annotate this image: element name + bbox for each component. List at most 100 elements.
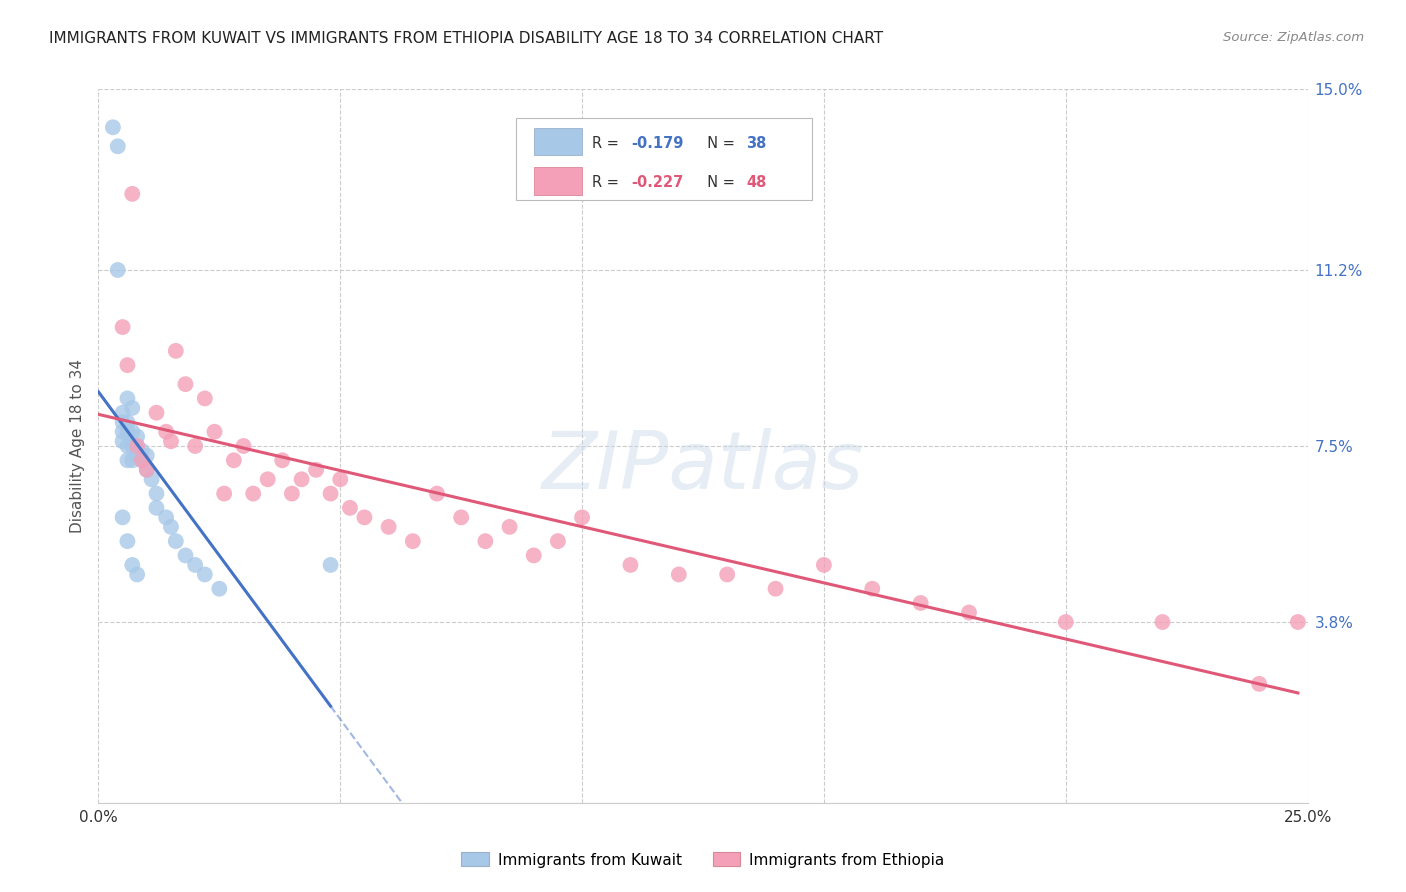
Text: 48: 48 [747, 175, 766, 190]
FancyBboxPatch shape [516, 118, 811, 200]
Text: R =: R = [592, 136, 623, 151]
Point [111, 415, 134, 429]
Point [212, 486, 235, 500]
Point [208, 582, 231, 596]
Point [117, 534, 139, 549]
Text: 38: 38 [747, 136, 766, 151]
Point [127, 439, 149, 453]
Point [117, 392, 139, 406]
Point [131, 453, 153, 467]
Point [131, 443, 153, 458]
Point [135, 449, 157, 463]
Point [619, 558, 641, 572]
Point [281, 486, 304, 500]
FancyBboxPatch shape [534, 128, 582, 155]
Text: ZIPatlas: ZIPatlas [541, 428, 865, 507]
Point [111, 510, 134, 524]
Point [165, 343, 187, 358]
Point [174, 549, 197, 563]
Point [121, 401, 143, 415]
Text: N =: N = [699, 136, 740, 151]
Point [121, 558, 143, 572]
Point [117, 415, 139, 429]
Point [242, 486, 264, 500]
Text: R =: R = [592, 175, 623, 190]
Point [353, 510, 375, 524]
Point [184, 558, 207, 572]
Text: Source: ZipAtlas.com: Source: ZipAtlas.com [1223, 31, 1364, 45]
Point [474, 534, 496, 549]
Point [1249, 677, 1271, 691]
Point [117, 439, 139, 453]
Point [135, 463, 157, 477]
Point [194, 567, 217, 582]
Point [165, 534, 187, 549]
Y-axis label: Disability Age 18 to 34: Disability Age 18 to 34 [70, 359, 86, 533]
Point [127, 449, 149, 463]
Point [127, 567, 149, 582]
Point [131, 453, 153, 467]
Text: -0.179: -0.179 [631, 136, 685, 151]
Point [101, 120, 124, 135]
Point [813, 558, 835, 572]
Point [271, 453, 294, 467]
Point [117, 453, 139, 467]
Point [860, 582, 883, 596]
Point [547, 534, 569, 549]
Point [319, 486, 342, 500]
Point [523, 549, 546, 563]
Point [1286, 615, 1309, 629]
Point [145, 406, 167, 420]
Point [450, 510, 472, 524]
Point [1054, 615, 1077, 629]
Point [668, 567, 690, 582]
Point [117, 425, 139, 439]
Point [329, 472, 352, 486]
Point [1152, 615, 1174, 629]
Point [127, 439, 149, 453]
Point [111, 425, 134, 439]
Point [256, 472, 278, 486]
Point [204, 425, 226, 439]
Point [498, 520, 520, 534]
Legend: Immigrants from Kuwait, Immigrants from Ethiopia: Immigrants from Kuwait, Immigrants from … [456, 847, 950, 873]
Point [127, 429, 149, 443]
Point [160, 434, 183, 449]
Point [135, 463, 157, 477]
Point [155, 425, 177, 439]
Point [339, 500, 361, 515]
Text: IMMIGRANTS FROM KUWAIT VS IMMIGRANTS FROM ETHIOPIA DISABILITY AGE 18 TO 34 CORRE: IMMIGRANTS FROM KUWAIT VS IMMIGRANTS FRO… [49, 31, 883, 46]
Point [765, 582, 787, 596]
Point [111, 434, 134, 449]
Point [121, 186, 143, 201]
Point [160, 520, 183, 534]
Point [305, 463, 328, 477]
Point [174, 377, 197, 392]
Point [121, 453, 143, 467]
Point [402, 534, 425, 549]
Point [290, 472, 312, 486]
Point [121, 425, 143, 439]
Point [117, 358, 139, 372]
Point [107, 139, 129, 153]
Point [377, 520, 399, 534]
Point [145, 486, 167, 500]
Text: -0.227: -0.227 [631, 175, 683, 190]
Point [194, 392, 217, 406]
Point [141, 472, 163, 486]
Point [155, 510, 177, 524]
Point [957, 606, 980, 620]
Point [184, 439, 207, 453]
Point [910, 596, 932, 610]
Point [319, 558, 342, 572]
FancyBboxPatch shape [534, 168, 582, 194]
Text: N =: N = [699, 175, 740, 190]
Point [222, 453, 245, 467]
Point [121, 439, 143, 453]
Point [716, 567, 738, 582]
Point [111, 406, 134, 420]
Point [571, 510, 593, 524]
Point [111, 320, 134, 334]
Point [107, 263, 129, 277]
Point [145, 500, 167, 515]
